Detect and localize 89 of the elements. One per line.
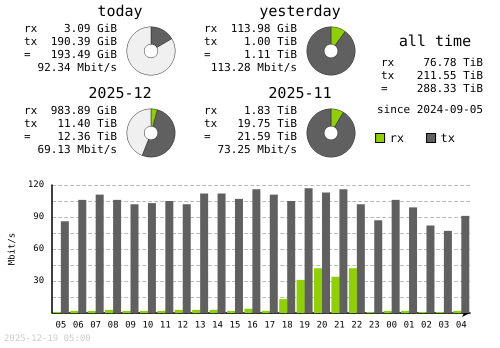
text: rx 76.78 TiB <box>381 56 483 69</box>
bar <box>78 200 86 313</box>
bar <box>105 310 114 313</box>
x-tick-label: 01 <box>404 320 414 330</box>
legend-label: rx <box>390 131 404 145</box>
text: 73.25 Mbit/s <box>216 143 297 156</box>
chart-title: 2025-11 <box>267 84 333 102</box>
bar <box>314 268 322 313</box>
x-tick-label: 04 <box>456 320 467 330</box>
text: = 12.36 TiB <box>24 130 117 143</box>
chart-title: yesterday <box>258 2 342 20</box>
x-tick-label: 06 <box>72 320 84 330</box>
bar <box>182 204 191 313</box>
x-tick-label: 22 <box>351 320 362 330</box>
bar <box>270 194 278 313</box>
x-tick-label: 23 <box>368 320 380 330</box>
bar <box>218 194 226 313</box>
x-tick-label: 10 <box>142 320 154 330</box>
x-tick-label: 18 <box>282 320 293 330</box>
bar <box>322 192 330 313</box>
x-tick-label: 03 <box>438 320 450 330</box>
bar <box>279 299 288 313</box>
bar <box>210 310 218 313</box>
bar <box>444 230 452 313</box>
x-tick-label: 17 <box>264 320 276 330</box>
x-tick-label: 12 <box>177 320 188 330</box>
bar <box>287 201 296 313</box>
bar <box>296 280 305 313</box>
text: 113.28 Mbit/s <box>210 61 297 74</box>
chart-title: today <box>96 2 144 20</box>
text: rx 1.83 TiB <box>204 104 297 117</box>
chart-title: 2025-12 <box>87 84 153 102</box>
text: = 193.49 GiB <box>24 48 117 61</box>
text: tx 1.00 TiB <box>204 35 297 48</box>
x-tick-label: 13 <box>194 320 206 330</box>
bar <box>174 310 183 313</box>
bar <box>339 189 348 313</box>
text: rx 3.09 GiB <box>24 22 117 35</box>
bar <box>130 204 138 313</box>
x-tick-label: 16 <box>246 320 258 330</box>
bar <box>304 188 313 313</box>
text: tx 211.55 TiB <box>381 69 483 82</box>
x-tick-label: 08 <box>108 320 119 330</box>
text: tx 11.40 TiB <box>24 117 117 130</box>
bar <box>348 268 357 313</box>
bar <box>356 204 365 313</box>
text: = 288.33 TiB <box>381 82 483 95</box>
bar <box>392 200 400 313</box>
bar <box>234 198 243 313</box>
x-tick-label: 11 <box>160 320 171 330</box>
bar <box>244 308 252 313</box>
text: all time <box>398 32 472 50</box>
text: tx 190.39 GiB <box>24 35 117 48</box>
bar <box>113 200 122 313</box>
x-tick-label: 21 <box>334 320 345 330</box>
y-tick-label: 90 <box>33 212 44 222</box>
text: rx 983.89 GiB <box>24 104 117 117</box>
text: rx 113.98 GiB <box>204 22 297 35</box>
bar <box>192 310 200 313</box>
x-tick-label: 00 <box>386 320 398 330</box>
text: tx 19.75 TiB <box>204 117 297 130</box>
bar <box>165 201 174 313</box>
text: 92.34 Mbit/s <box>36 61 117 74</box>
x-tick-label: 19 <box>299 320 310 330</box>
bar <box>200 194 208 313</box>
bar <box>252 189 260 313</box>
text: = 21.59 TiB <box>204 130 297 143</box>
text: since 2024-09-05 <box>376 103 483 116</box>
bar <box>331 276 340 313</box>
bar <box>374 220 382 313</box>
text: 69.13 Mbit/s <box>36 143 117 156</box>
y-tick-label: 30 <box>33 276 44 286</box>
y-tick-label: 60 <box>33 244 44 254</box>
x-tick-label: 02 <box>421 320 432 330</box>
bar <box>426 226 434 313</box>
bar <box>148 203 156 313</box>
x-tick-label: 20 <box>316 320 328 330</box>
y-tick-label: 120 <box>28 180 44 190</box>
y-axis-title: Mbit/s <box>8 232 18 266</box>
bar <box>409 207 418 313</box>
legend-label: tx <box>440 131 456 145</box>
bar <box>96 194 104 313</box>
x-tick-label: 07 <box>90 320 102 330</box>
bar <box>60 221 69 313</box>
x-tick-label: 09 <box>125 320 136 330</box>
x-tick-label: 05 <box>55 320 66 330</box>
x-tick-label: 15 <box>230 320 240 330</box>
x-tick-label: 14 <box>212 320 223 330</box>
text: = 1.11 TiB <box>204 48 297 61</box>
